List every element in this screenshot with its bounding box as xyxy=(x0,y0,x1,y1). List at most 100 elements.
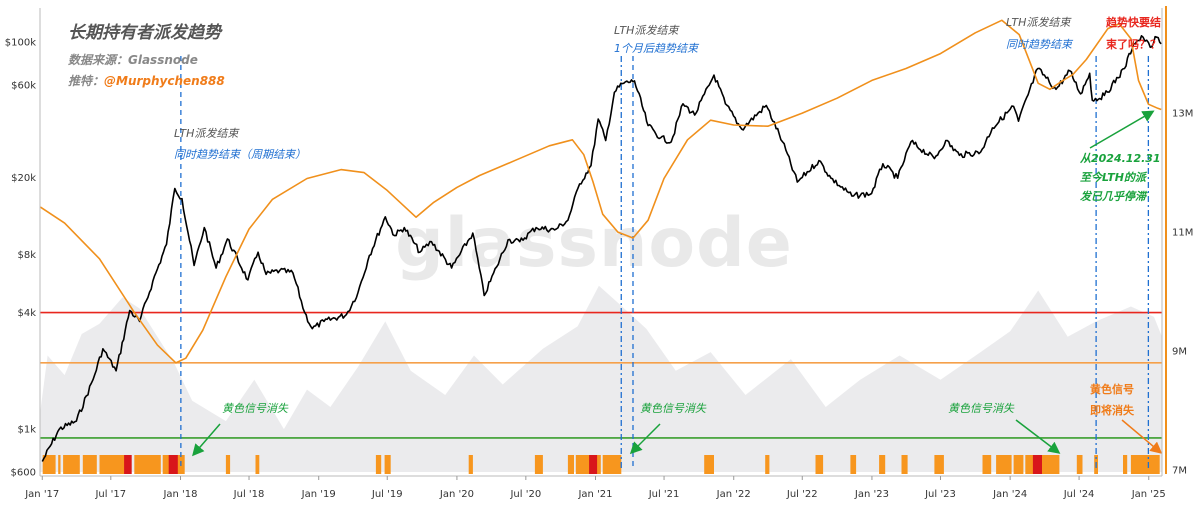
signal-segment-yellow xyxy=(765,455,770,474)
signal-segment-yellow xyxy=(704,455,714,474)
x-tick-label: Jan '17 xyxy=(24,489,59,500)
signal-segment-yellow xyxy=(42,455,56,474)
right-y-tick-label: 7M xyxy=(1172,466,1187,477)
annotation-stalled-1: 从2024.12.31 xyxy=(1080,152,1161,165)
signal-segment-yellow xyxy=(815,455,824,474)
annotation-yellow-gone-3: 黄色信号消失 xyxy=(948,402,1015,415)
signal-segment-yellow xyxy=(1013,455,1024,474)
annotation-cycle-end: 同时趋势结束（周期结束） xyxy=(174,148,306,161)
signal-segment-yellow xyxy=(934,455,944,474)
left-y-tick-label: $4k xyxy=(17,308,36,319)
watermark: glassnode xyxy=(395,204,793,283)
right-y-tick-label: 11M xyxy=(1172,228,1193,239)
x-tick-label: Jul '24 xyxy=(1063,489,1095,500)
signal-segment-yellow xyxy=(375,455,382,474)
x-tick-label: Jan '22 xyxy=(716,489,751,500)
x-tick-label: Jan '23 xyxy=(854,489,889,500)
left-axis-ticks: $600 $1k $4k $8k $20k $60k $100k xyxy=(5,38,36,479)
x-tick-label: Jul '21 xyxy=(648,489,680,500)
lth-supply-series-line xyxy=(39,19,1162,364)
signal-segment-yellow xyxy=(982,455,992,474)
signal-segment-yellow xyxy=(1076,455,1083,474)
annotation-trend-question-2: 束了吗？？ xyxy=(1106,37,1161,51)
annotation-yellow-gone-1: 黄色信号消失 xyxy=(222,402,289,415)
left-y-tick-label: $8k xyxy=(17,250,36,261)
x-tick-label: Jul '22 xyxy=(786,489,818,500)
volume-background-area xyxy=(40,285,1162,472)
annotation-arrows-layer xyxy=(192,110,1163,457)
signal-segment-red xyxy=(124,455,132,474)
signal-segment-yellow xyxy=(1130,455,1160,474)
signal-segment-yellow xyxy=(602,455,622,474)
threshold-lines-layer xyxy=(40,311,1162,439)
arrow-yellow-gone-2 xyxy=(629,423,661,455)
price-series-line xyxy=(41,35,1162,462)
signal-segment-yellow xyxy=(134,455,161,474)
annotation-trend-end-month: 1个月后趋势结束 xyxy=(614,42,700,55)
x-tick-label: Jul '18 xyxy=(233,489,265,500)
signal-segment-yellow xyxy=(82,455,97,474)
right-axis-ticks: 7M 9M 11M 13M xyxy=(1172,109,1193,477)
signal-segment-yellow xyxy=(255,455,260,474)
arrow-yellow-gone-3 xyxy=(1015,419,1061,454)
chart-subtitle: 数据来源：Glassnode xyxy=(68,53,198,67)
x-tick-label: Jan '24 xyxy=(992,489,1027,500)
x-axis-ticks: Jan '17 Jul '17 Jan '18 Jul '18 Jan '19 Jul '… xyxy=(24,476,1166,500)
vertical-markers-layer xyxy=(180,56,1150,470)
signal-segment-yellow xyxy=(468,455,473,474)
signal-segment-yellow xyxy=(384,455,391,474)
signal-segment-yellow xyxy=(567,455,574,474)
annotation-lth-end-2: LTH派发结束 xyxy=(614,24,680,37)
right-y-tick-label: 13M xyxy=(1172,109,1193,120)
annotation-trend-end-same: 同时趋势结束 xyxy=(1006,38,1074,51)
signal-segment-red xyxy=(168,455,178,474)
credit-handle: @Murphychen888 xyxy=(104,74,225,88)
x-tick-label: Jan '20 xyxy=(439,489,474,500)
arrow-yellow-soon xyxy=(1121,419,1163,454)
annotation-stalled-2: 至今LTH的派 xyxy=(1080,171,1148,184)
annotation-yellow-gone-2: 黄色信号消失 xyxy=(640,402,707,415)
signal-segment-yellow xyxy=(850,455,857,474)
x-tick-label: Jan '25 xyxy=(1131,489,1166,500)
signal-segment-yellow xyxy=(901,455,908,474)
annotation-yellow-soon-2: 即将消失 xyxy=(1090,403,1135,417)
annotation-lth-end-1: LTH派发结束 xyxy=(174,127,240,140)
signal-segment-yellow xyxy=(879,455,886,474)
signal-segment-yellow xyxy=(63,455,80,474)
signal-segment-red xyxy=(1032,455,1042,474)
chart-title: 长期持有者派发趋势 xyxy=(68,23,223,43)
arrow-stalled xyxy=(1089,110,1155,149)
x-tick-label: Jul '23 xyxy=(924,489,956,500)
annotation-yellow-soon-1: 黄色信号 xyxy=(1090,382,1134,396)
annotation-trend-question-1: 趋势快要结 xyxy=(1106,15,1161,29)
x-tick-label: Jan '19 xyxy=(301,489,336,500)
series-layer xyxy=(39,19,1162,462)
signal-segment-yellow xyxy=(225,455,231,474)
left-y-tick-label: $60k xyxy=(11,81,36,92)
signal-segment-red xyxy=(589,455,598,474)
left-y-tick-label: $600 xyxy=(11,468,36,479)
annotation-stalled-3: 发已几乎停滞 xyxy=(1080,190,1148,203)
right-y-tick-label: 9M xyxy=(1172,347,1187,358)
arrow-yellow-gone-1 xyxy=(192,423,221,457)
x-tick-label: Jul '17 xyxy=(94,489,126,500)
left-y-tick-label: $20k xyxy=(11,173,36,184)
x-tick-label: Jan '18 xyxy=(162,489,197,500)
x-tick-label: Jul '19 xyxy=(371,489,403,500)
left-y-tick-label: $1k xyxy=(17,425,36,436)
signal-segment-yellow xyxy=(996,455,1012,474)
signal-segment-yellow xyxy=(58,455,61,474)
signal-segment-yellow xyxy=(1123,455,1128,474)
credit-line: 推特：@Murphychen888 xyxy=(68,74,225,88)
x-tick-label: Jul '20 xyxy=(509,489,541,500)
annotation-lth-end-3: LTH派发结束 xyxy=(1006,16,1072,29)
x-tick-label: Jan '21 xyxy=(577,489,612,500)
signal-segment-yellow xyxy=(99,455,130,474)
signal-strip-layer xyxy=(42,455,1160,474)
left-y-tick-label: $100k xyxy=(5,38,36,49)
credit-prefix: 推特： xyxy=(68,74,104,88)
signal-segment-yellow xyxy=(534,455,543,474)
volume-background-layer xyxy=(40,285,1162,472)
signal-segment-yellow xyxy=(1025,455,1060,474)
